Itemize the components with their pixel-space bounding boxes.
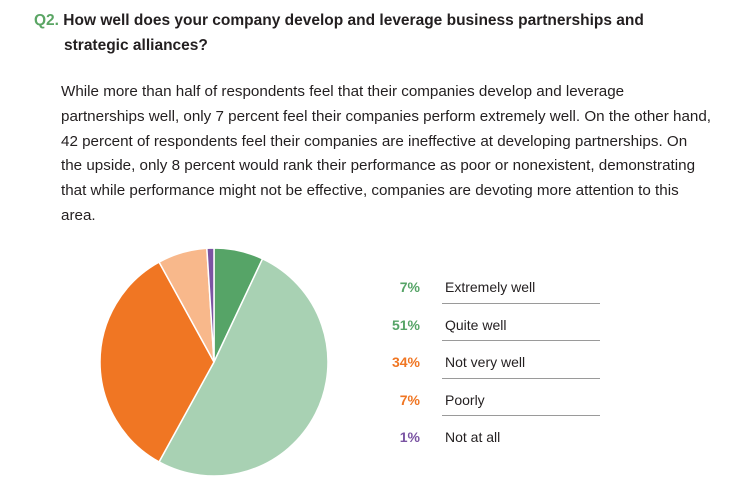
legend-value: 51% — [391, 316, 420, 333]
legend-label: Not at all — [445, 429, 501, 445]
question-number: Q2. — [34, 12, 59, 29]
pie-chart — [99, 247, 329, 477]
legend-divider — [442, 377, 600, 379]
body-paragraph: While more than half of respondents feel… — [61, 80, 711, 229]
legend-divider — [442, 415, 600, 416]
legend-label: Quite well — [445, 316, 507, 333]
pie-slice-not-very-well — [99, 261, 215, 463]
question-text-line2: strategic alliances? — [64, 37, 208, 54]
legend-value: 1% — [399, 429, 420, 445]
legend-label: Poorly — [445, 391, 485, 408]
legend: 7% Extremely well 51% Quite well 34% Not… — [380, 270, 600, 458]
question-text-line1: How well does your company develop and l… — [63, 12, 644, 29]
pie-slice-not-at-all — [206, 247, 215, 363]
legend-label: Not very well — [445, 354, 526, 370]
legend-label: Extremely well — [445, 279, 536, 295]
legend-item: 51% Quite well — [380, 308, 600, 346]
legend-item: 1% Not at all — [380, 420, 600, 458]
legend-item: 7% Poorly — [380, 383, 600, 421]
legend-item: 34% Not very well — [380, 345, 600, 383]
legend-divider — [442, 302, 600, 304]
legend-divider — [442, 340, 600, 341]
question-heading: Q2. How well does your company develop a… — [34, 8, 714, 58]
legend-item: 7% Extremely well — [380, 270, 600, 308]
legend-value: 7% — [399, 391, 420, 408]
paragraph-text: While more than half of respondents feel… — [61, 83, 712, 224]
legend-value: 34% — [391, 354, 420, 370]
legend-value: 7% — [399, 279, 420, 295]
